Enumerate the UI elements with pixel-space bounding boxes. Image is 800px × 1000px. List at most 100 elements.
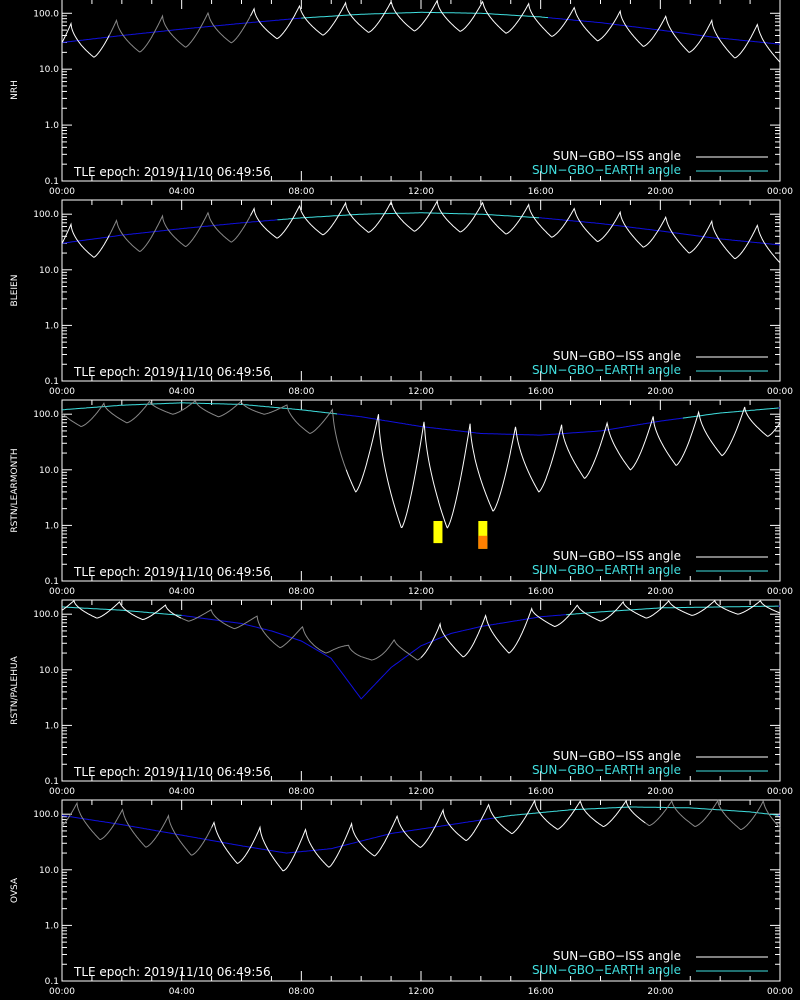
y-tick-label: 100.0: [33, 9, 59, 19]
x-tick-label: 20:00: [647, 387, 673, 397]
x-tick-label: 00:00: [767, 387, 793, 397]
panel-3: 100.0 10.0 1.0 0.100:00 04:00 08:00 12:00 16:00…: [10, 399, 793, 597]
y-tick-label: 1.0: [45, 521, 60, 531]
y-tick-label: 0.1: [45, 577, 59, 587]
iss-angle-line: [645, 799, 781, 830]
x-tick-label: 12:00: [408, 587, 434, 597]
iss-angle-line: [345, 406, 781, 529]
y-tick-label: 10.0: [39, 65, 59, 75]
x-tick-label: 16:00: [528, 587, 554, 597]
x-tick-label: 20:00: [647, 987, 673, 997]
iss-angle-line: [108, 11, 251, 53]
x-tick-label: 08:00: [288, 787, 314, 797]
y-tick-label: 1.0: [45, 121, 60, 131]
y-tick-label: 0.1: [45, 177, 59, 187]
panel-4: 100.010.01.00.100:00 04:00 08:00 12:00 16:00…: [10, 599, 793, 797]
x-tick-label: 12:00: [408, 987, 434, 997]
earth-angle-line: [337, 413, 683, 436]
x-tick-label: 12:00: [408, 387, 434, 397]
y-tick-label: 1.0: [45, 321, 60, 331]
earth-angle-line: [301, 11, 549, 19]
x-tick-label: 08:00: [288, 387, 314, 397]
iss-angle-line: [61, 399, 347, 470]
x-tick-label: 04:00: [169, 787, 195, 797]
earth-angle-line: [61, 219, 278, 244]
panel-1: 100.010.01.00.100:00 04:00 08:00 12:00 16:00…: [10, 0, 793, 197]
y-tick-label: 10.0: [39, 666, 59, 676]
earth-angle-line: [566, 605, 779, 616]
legend-label: SUN−GBO−ISS angle: [553, 749, 681, 763]
x-tick-label: 12:00: [408, 787, 434, 797]
iss-angle-line: [61, 599, 182, 621]
x-tick-label: 00:00: [767, 187, 793, 197]
legend-label: SUN−GBO−EARTH angle: [532, 763, 681, 777]
y-tick-label: 1.0: [45, 721, 60, 731]
earth-angle-line: [682, 407, 779, 419]
y-tick-label: 100.0: [33, 610, 59, 620]
tle-epoch-label: TLE epoch: 2019/11/10 06:49:56: [73, 165, 271, 179]
x-tick-label: 16:00: [528, 787, 554, 797]
iss-angle-line: [250, 0, 781, 63]
tle-epoch-label: TLE epoch: 2019/11/10 06:49:56: [73, 765, 271, 779]
y-axis-label: RSTN/LEARMONTH: [10, 448, 20, 532]
legend-label: SUN−GBO−EARTH angle: [532, 163, 681, 177]
iss-angle-line: [61, 21, 110, 58]
tle-epoch-label: TLE epoch: 2019/11/10 06:49:56: [73, 365, 271, 379]
x-tick-label: 08:00: [288, 187, 314, 197]
legend-label: SUN−GBO−ISS angle: [553, 149, 681, 163]
panel-2: 100.0 10.0 1.0 0.1 00:00 04:00 08:00 12:00 16:00…: [10, 199, 793, 397]
y-tick-label: 100.0: [33, 210, 59, 220]
y-tick-label: 0.1: [45, 377, 59, 387]
x-tick-label: 00:00: [49, 787, 75, 797]
event-marker: [433, 520, 443, 544]
x-tick-label: 20:00: [647, 787, 673, 797]
y-tick-label: 100.0: [33, 410, 59, 420]
iss-angle-line: [61, 222, 110, 258]
y-axis-label: BLEIEN: [10, 275, 20, 307]
x-tick-label: 16:00: [528, 387, 554, 397]
panel-5: 100.010.01.00.100:00 04:00 08:00 12:00 16:00…: [10, 799, 793, 997]
iss-angle-line: [108, 211, 251, 253]
legend-label: SUN−GBO−ISS angle: [553, 349, 681, 363]
legend-label: SUN−GBO−ISS angle: [553, 949, 681, 963]
x-tick-label: 16:00: [528, 987, 554, 997]
x-tick-label: 04:00: [169, 387, 195, 397]
iss-angle-line: [250, 199, 781, 264]
y-tick-label: 10.0: [39, 466, 59, 476]
earth-angle-line: [494, 806, 779, 819]
earth-angle-line: [61, 17, 302, 43]
x-tick-label: 00:00: [767, 787, 793, 797]
y-axis-label: RSTN/PALEHUA: [10, 655, 20, 724]
x-tick-label: 04:00: [169, 187, 195, 197]
tle-epoch-label: TLE epoch: 2019/11/10 06:49:56: [73, 565, 271, 579]
y-tick-label: 100.0: [33, 810, 59, 820]
y-tick-label: 1.0: [45, 921, 60, 931]
earth-angle-line: [61, 814, 495, 854]
y-tick-label: 0.1: [45, 977, 59, 987]
earth-angle-line: [61, 606, 182, 616]
event-marker-band: [478, 535, 488, 549]
tle-epoch-label: TLE epoch: 2019/11/10 06:49:56: [73, 965, 271, 979]
x-tick-label: 04:00: [169, 587, 195, 597]
legend-label: SUN−GBO−EARTH angle: [532, 963, 681, 977]
legend-label: SUN−GBO−EARTH angle: [532, 363, 681, 377]
earth-angle-line: [61, 402, 338, 415]
earth-angle-line: [277, 212, 540, 221]
x-tick-label: 00:00: [767, 987, 793, 997]
x-tick-label: 00:00: [49, 587, 75, 597]
earth-angle-line: [181, 614, 567, 700]
legend-label: SUN−GBO−ISS angle: [553, 549, 681, 563]
iss-angle-line: [180, 609, 422, 661]
x-tick-label: 00:00: [49, 187, 75, 197]
x-tick-label: 08:00: [288, 987, 314, 997]
x-tick-label: 08:00: [288, 587, 314, 597]
iss-angle-line: [211, 799, 646, 872]
y-tick-label: 10.0: [39, 866, 59, 876]
y-tick-label: 10.0: [39, 266, 59, 276]
x-tick-label: 12:00: [408, 187, 434, 197]
earth-angle-line: [548, 17, 781, 45]
x-tick-label: 20:00: [647, 187, 673, 197]
y-tick-label: 0.1: [45, 777, 59, 787]
iss-angle-line: [61, 801, 213, 856]
